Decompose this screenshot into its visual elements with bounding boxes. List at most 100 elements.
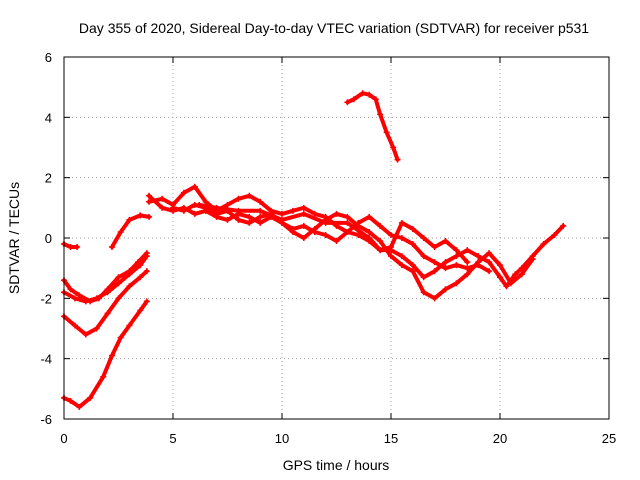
data-point xyxy=(289,207,296,214)
x-tick-label: 25 xyxy=(602,431,616,446)
x-tick-label: 10 xyxy=(275,431,289,446)
data-point xyxy=(442,265,449,272)
tick-label-layer: 0 5 10 15 20 25 -6 -4 -2 0 2 4 6 xyxy=(40,50,616,446)
data-point xyxy=(67,244,74,251)
series-arc-c xyxy=(61,253,150,305)
series-line xyxy=(147,193,492,274)
x-tick-label: 5 xyxy=(169,431,176,446)
data-point xyxy=(224,216,231,223)
data-point xyxy=(289,228,296,235)
x-tick-label: 15 xyxy=(384,431,398,446)
data-point xyxy=(67,286,74,293)
data-point xyxy=(420,289,427,296)
data-point xyxy=(497,274,503,281)
data-point xyxy=(180,189,187,196)
data-point xyxy=(126,216,133,223)
series-arc-h xyxy=(146,192,493,275)
data-point xyxy=(377,247,384,254)
data-point xyxy=(409,268,416,275)
data-point xyxy=(333,238,340,245)
data-point xyxy=(311,210,318,217)
data-point xyxy=(442,238,449,245)
data-point xyxy=(246,192,253,199)
data-point xyxy=(431,244,438,251)
data-point xyxy=(126,271,133,278)
data-point xyxy=(257,198,264,205)
data-point xyxy=(377,238,384,245)
data-point xyxy=(344,228,351,235)
data-point xyxy=(507,280,514,287)
data-point xyxy=(257,219,264,226)
data-point xyxy=(453,280,460,287)
data-point xyxy=(442,259,449,266)
y-tick-label: -2 xyxy=(40,291,52,306)
data-point xyxy=(143,253,150,260)
data-point xyxy=(246,219,253,226)
data-point xyxy=(529,256,536,263)
series-arc-j xyxy=(196,201,471,266)
data-point xyxy=(143,298,150,305)
y-tick-label: 4 xyxy=(45,110,52,125)
data-point xyxy=(300,222,307,229)
data-point xyxy=(475,259,482,266)
data-point xyxy=(108,244,115,251)
data-point xyxy=(464,247,471,254)
data-point xyxy=(431,268,438,275)
data-point xyxy=(117,228,124,235)
y-tick-label: -6 xyxy=(40,412,52,427)
data-point xyxy=(420,274,427,281)
data-point xyxy=(453,262,460,269)
data-point xyxy=(366,213,373,220)
data-point xyxy=(464,271,471,278)
data-point xyxy=(137,262,144,269)
data-point xyxy=(409,262,416,269)
data-point xyxy=(311,225,318,232)
series-arc-i xyxy=(170,201,536,302)
data-point xyxy=(366,235,373,241)
data-point xyxy=(180,207,187,214)
data-point xyxy=(464,259,471,266)
data-point xyxy=(100,373,107,380)
data-point xyxy=(146,192,153,199)
series-arc-d xyxy=(61,268,150,338)
data-point xyxy=(146,198,153,205)
data-point xyxy=(76,292,83,299)
data-point xyxy=(518,271,525,278)
data-point xyxy=(431,259,438,266)
data-point xyxy=(137,274,144,281)
data-point xyxy=(431,295,438,302)
data-point xyxy=(366,91,373,98)
data-point xyxy=(300,204,307,211)
data-point xyxy=(115,280,122,287)
data-point xyxy=(87,394,94,401)
x-tick-label: 0 xyxy=(60,431,67,446)
data-point xyxy=(540,241,547,248)
data-point xyxy=(388,231,394,238)
y-tick-label: -4 xyxy=(40,352,52,367)
data-point xyxy=(126,283,133,290)
data-point xyxy=(377,222,384,229)
data-point xyxy=(224,201,231,208)
data-point xyxy=(74,244,81,251)
data-point xyxy=(137,307,144,314)
data-point xyxy=(108,352,115,359)
plot-frame xyxy=(63,56,610,420)
data-point xyxy=(359,90,366,97)
data-point xyxy=(420,235,427,241)
data-point xyxy=(279,210,285,217)
data-point xyxy=(115,295,122,302)
data-point xyxy=(442,286,449,293)
data-point xyxy=(257,207,264,214)
data-point xyxy=(486,250,493,257)
data-point xyxy=(76,403,83,410)
data-point xyxy=(235,207,242,214)
data-point xyxy=(388,244,394,251)
data-point xyxy=(398,262,405,269)
data-point xyxy=(213,204,220,211)
data-point xyxy=(377,111,384,118)
data-point xyxy=(146,213,153,220)
data-point xyxy=(104,310,111,317)
y-tick-label: 6 xyxy=(45,50,52,65)
data-point xyxy=(366,228,373,235)
